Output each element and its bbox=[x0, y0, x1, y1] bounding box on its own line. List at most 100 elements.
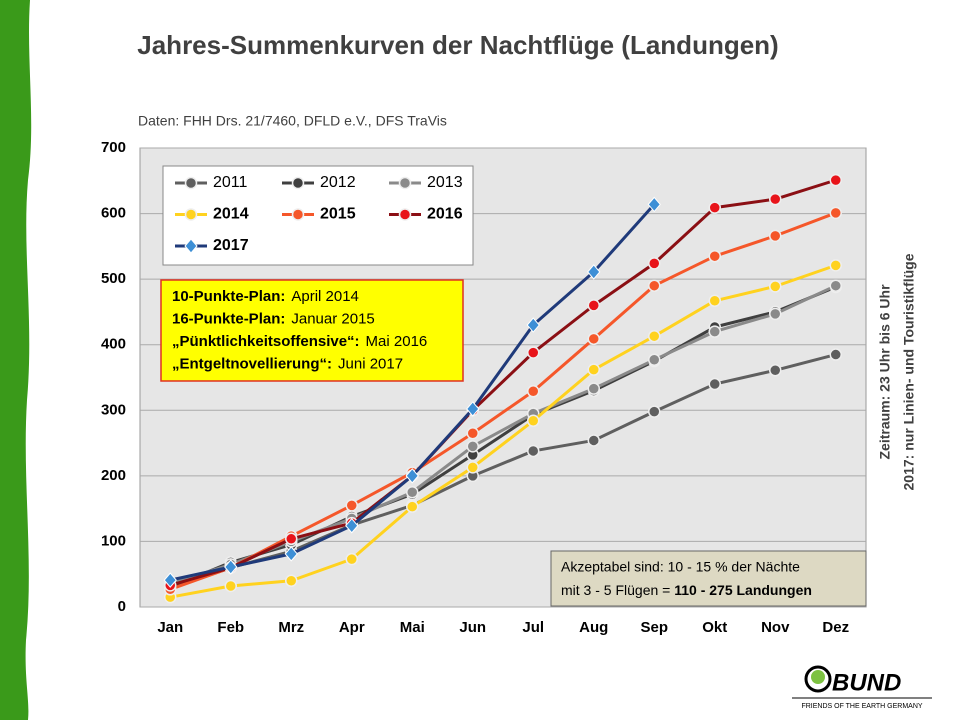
accept-box bbox=[550, 550, 867, 607]
x-tick-label: Mrz bbox=[278, 619, 304, 636]
plan-box bbox=[160, 279, 464, 382]
point bbox=[527, 346, 540, 359]
point bbox=[527, 444, 540, 458]
x-tick-label: Jun bbox=[459, 619, 486, 636]
lines bbox=[163, 173, 842, 604]
point bbox=[648, 329, 661, 343]
y-tick-label: 0 bbox=[118, 598, 126, 615]
y-tick-label: 500 bbox=[101, 270, 126, 287]
point bbox=[769, 280, 782, 293]
y-tick-label: 300 bbox=[101, 401, 126, 418]
point bbox=[526, 317, 540, 333]
point bbox=[345, 499, 358, 512]
point bbox=[184, 176, 198, 190]
logo-name: BUND bbox=[832, 669, 901, 696]
point bbox=[587, 363, 600, 376]
point bbox=[708, 325, 721, 338]
legend-label: 2017 bbox=[213, 237, 249, 254]
point bbox=[466, 426, 479, 440]
series-line bbox=[169, 353, 837, 591]
point bbox=[398, 208, 412, 221]
point bbox=[184, 208, 198, 221]
point bbox=[398, 176, 412, 190]
legend-label: 2013 bbox=[427, 174, 463, 191]
plan-items: 10-Punkte-Plan: April 2014 16-Punkte-Plan:… bbox=[172, 288, 427, 373]
point bbox=[285, 532, 298, 546]
plan-label: „Pünktlichkeitsoffensive“: bbox=[172, 333, 360, 350]
point bbox=[587, 382, 600, 395]
x-tick-label: Jul bbox=[522, 619, 544, 636]
point bbox=[291, 176, 305, 190]
point bbox=[769, 364, 782, 377]
point bbox=[345, 552, 358, 566]
y-tick-label: 700 bbox=[101, 139, 126, 156]
point bbox=[285, 574, 298, 588]
point bbox=[405, 468, 419, 484]
x-tick-label: Aug bbox=[579, 619, 608, 636]
series-line bbox=[169, 211, 837, 591]
plan-line: „Entgeltnovellierung“: Juni 2017 bbox=[172, 355, 403, 372]
point bbox=[345, 517, 359, 534]
point bbox=[466, 461, 479, 474]
plan-label: 10-Punkte-Plan: bbox=[172, 288, 285, 305]
point bbox=[708, 201, 721, 214]
point bbox=[769, 307, 782, 321]
plan-line: „Pünktlichkeitsoffensive“: Mai 2016 bbox=[172, 333, 427, 350]
legend-label: 2016 bbox=[427, 206, 463, 223]
point bbox=[291, 208, 305, 221]
legend-label: 2011 bbox=[213, 174, 248, 191]
plan-line: 10-Punkte-Plan: April 2014 bbox=[172, 288, 359, 305]
slide-title: Jahres-Summenkurven der Nachtflüge (Land… bbox=[137, 30, 778, 60]
legend-items: 2011 2012 2013 2014 2015 2016 2017 bbox=[175, 174, 463, 254]
plan-text: Mai 2016 bbox=[366, 333, 428, 350]
x-tick-label: Feb bbox=[217, 619, 244, 636]
x-tick-label: Apr bbox=[339, 619, 365, 636]
point bbox=[648, 353, 661, 367]
legend bbox=[162, 165, 474, 266]
plan-label: 16-Punkte-Plan: bbox=[172, 310, 285, 327]
plan-text: Juni 2017 bbox=[338, 355, 403, 372]
point bbox=[466, 401, 480, 417]
point bbox=[466, 440, 479, 453]
series-line bbox=[169, 263, 837, 599]
point bbox=[284, 546, 298, 562]
plan-text: April 2014 bbox=[291, 288, 359, 305]
point bbox=[708, 377, 721, 391]
point bbox=[163, 572, 177, 588]
point bbox=[829, 206, 842, 220]
point bbox=[647, 196, 661, 213]
point bbox=[829, 173, 842, 187]
point bbox=[184, 238, 198, 254]
point bbox=[648, 279, 661, 292]
point bbox=[224, 559, 238, 575]
y-tick-label: 400 bbox=[101, 336, 126, 353]
point bbox=[406, 486, 419, 499]
side-note: Zeitraum: 23 Uhr bis 6 Uhr bbox=[877, 284, 893, 460]
plan-text: Januar 2015 bbox=[291, 310, 374, 327]
x-tick-label: Jan bbox=[157, 619, 183, 636]
source-note: Daten: FHH Drs. 21/7460, DFLD e.V., DFS … bbox=[138, 113, 447, 129]
point bbox=[829, 259, 842, 272]
accept-bold: 110 - 275 Landungen bbox=[674, 582, 812, 598]
point bbox=[224, 579, 237, 593]
x-tick-label: Okt bbox=[702, 619, 727, 636]
point bbox=[527, 385, 540, 398]
point bbox=[527, 414, 540, 428]
legend-label: 2015 bbox=[320, 206, 356, 223]
point bbox=[829, 348, 842, 361]
y-tick-label: 100 bbox=[101, 532, 126, 549]
x-tick-label: Nov bbox=[761, 619, 790, 636]
plan-label: „Entgeltnovellierung“: bbox=[172, 355, 332, 372]
x-tick-label: Mai bbox=[400, 619, 425, 636]
logo-dot bbox=[811, 670, 825, 684]
point bbox=[587, 434, 600, 447]
point bbox=[587, 264, 601, 280]
y-tick-label: 600 bbox=[101, 205, 126, 222]
point bbox=[648, 257, 661, 270]
point bbox=[829, 279, 842, 292]
point bbox=[708, 294, 721, 308]
logo-tagline: FRIENDS OF THE EARTH GERMANY bbox=[801, 703, 922, 710]
point bbox=[406, 500, 419, 513]
point bbox=[769, 229, 782, 243]
